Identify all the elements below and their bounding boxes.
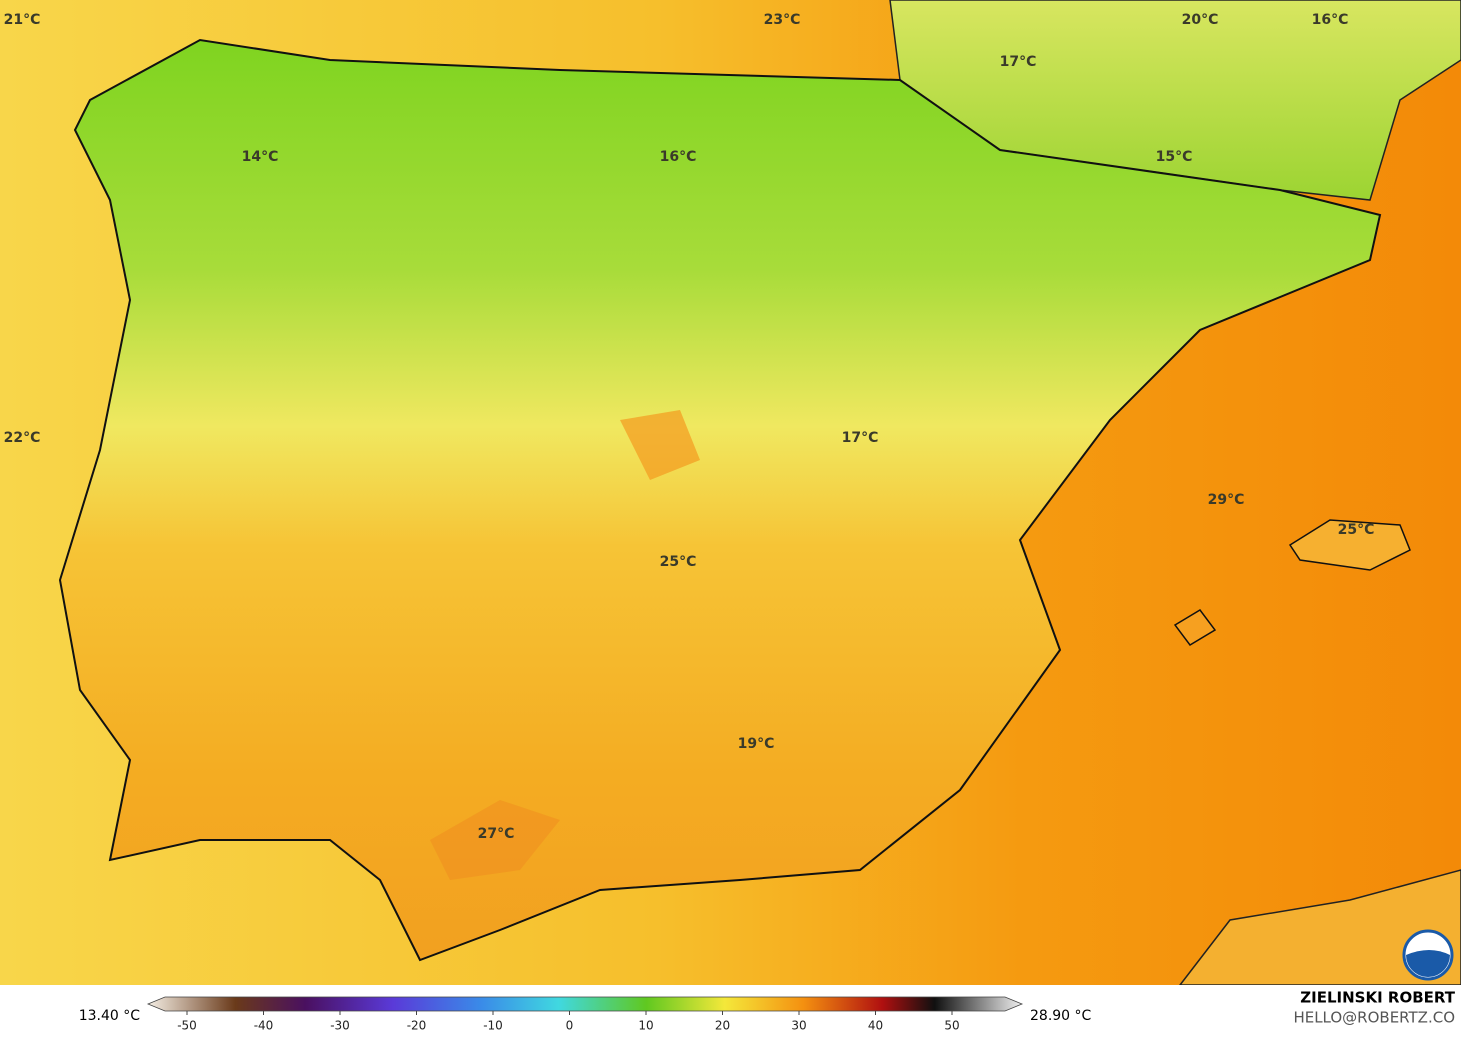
hot-spot — [430, 800, 560, 880]
temperature-label: 29°C — [1208, 492, 1245, 508]
temperature-label: 19°C — [738, 736, 775, 752]
colorbar-min: 13.40 °C — [79, 1008, 141, 1024]
temperature-label: 16°C — [660, 149, 697, 165]
colorbar-tick-label: -30 — [330, 1019, 350, 1033]
iberia — [58, 38, 1382, 962]
temperature-label: 15°C — [1156, 149, 1193, 165]
temperature-label: 14°C — [242, 149, 279, 165]
temperature-label: 27°C — [478, 826, 515, 842]
colorbar-tick-label: 0 — [566, 1019, 574, 1033]
credit-name: ZIELINSKI ROBERT — [1300, 989, 1455, 1007]
colorbar-tick-label: -40 — [254, 1019, 274, 1033]
temperature-label: 20°C — [1182, 12, 1219, 28]
colorbar-tick-label: 20 — [715, 1019, 730, 1033]
colorbar-tick-label: 50 — [944, 1019, 959, 1033]
colorbar-tick-label: 40 — [868, 1019, 883, 1033]
colorbar-tick-label: 30 — [791, 1019, 806, 1033]
mallorca — [1288, 519, 1411, 571]
credit-email: HELLO@ROBERTZ.CO — [1293, 1009, 1455, 1027]
noaa-logo-wave — [1406, 950, 1450, 977]
temperature-label: 16°C — [1312, 12, 1349, 28]
ibiza — [1173, 609, 1217, 646]
temperature-label: 17°C — [1000, 54, 1037, 70]
colorbar-tick-label: 10 — [638, 1019, 653, 1033]
colorbar-tick-label: -20 — [407, 1019, 427, 1033]
temperature-label: 25°C — [660, 554, 697, 570]
temperature-label: 21°C — [4, 12, 41, 28]
colorbar-tick-label: -10 — [483, 1019, 503, 1033]
temperature-label: 23°C — [764, 12, 801, 28]
colorbar — [146, 996, 1024, 1012]
hot-spot — [620, 410, 700, 480]
colorbar-max: 28.90 °C — [1030, 1008, 1092, 1024]
temperature-label: 17°C — [842, 430, 879, 446]
temperature-label: 25°C — [1338, 522, 1375, 538]
colorbar-tick-label: -50 — [177, 1019, 197, 1033]
temperature-label: 22°C — [4, 430, 41, 446]
